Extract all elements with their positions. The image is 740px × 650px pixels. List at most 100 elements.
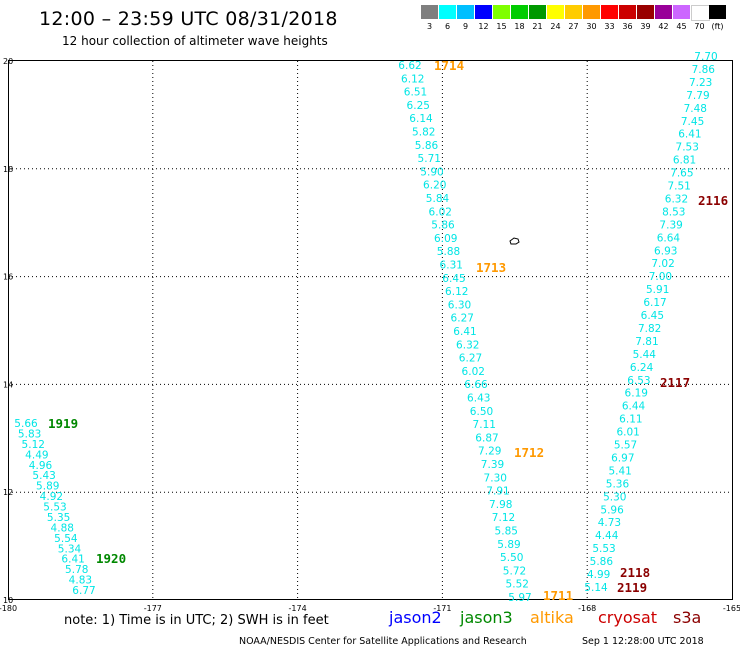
scale-swatch <box>475 5 492 19</box>
pass-time-label: 1920 <box>96 551 126 566</box>
scale-swatch <box>709 5 726 19</box>
pass-time-label: 1713 <box>476 260 506 275</box>
wave-height-value: 5.86 <box>590 556 614 568</box>
wave-height-value: 5.53 <box>43 502 66 514</box>
wave-height-value: 6.01 <box>616 427 639 439</box>
wave-height-value: 4.73 <box>598 517 621 529</box>
scale-label: 33 <box>604 22 615 31</box>
scale-label: (ft) <box>711 22 724 31</box>
wave-height-value: 7.70 <box>694 51 717 63</box>
footer-credit: NOAA/NESDIS Center for Satellite Applica… <box>239 636 527 647</box>
wave-height-value: 5.57 <box>614 440 637 452</box>
units-note: note: 1) Time is in UTC; 2) SWH is in fe… <box>64 613 329 628</box>
wave-height-value: 4.92 <box>40 491 63 503</box>
scale-swatch <box>673 5 690 19</box>
legend-altika: altika <box>530 608 574 627</box>
wave-height-value: 7.00 <box>649 271 672 283</box>
wave-height-value: 6.53 <box>627 375 650 387</box>
wave-height-value: 5.12 <box>22 439 45 451</box>
map-subtitle: 12 hour collection of altimeter wave hei… <box>62 34 328 48</box>
x-tick-label: -168 <box>578 604 596 613</box>
wave-height-value: 6.66 <box>464 379 488 391</box>
wave-height-value: 6.02 <box>429 206 452 218</box>
wave-height-value: 5.89 <box>36 481 59 493</box>
wave-height-value: 5.36 <box>606 478 630 490</box>
wave-height-value: 5.14 <box>584 582 608 594</box>
scale-label: 70 <box>694 22 705 31</box>
island-outline-icon <box>509 237 520 245</box>
wave-height-value: 5.88 <box>437 246 460 258</box>
wave-height-value: 6.24 <box>630 362 654 374</box>
scale-swatch <box>601 5 618 19</box>
scale-label: 36 <box>622 22 633 31</box>
wave-height-value: 7.02 <box>651 258 674 270</box>
wave-height-value: 5.91 <box>646 284 669 296</box>
y-tick-label: 18 <box>3 165 13 174</box>
wave-height-value: 6.41 <box>453 326 476 338</box>
wave-height-value: 4.49 <box>25 449 48 461</box>
wave-height-value: 6.50 <box>470 406 493 418</box>
wave-height-value: 5.41 <box>608 465 631 477</box>
scale-swatch <box>655 5 672 19</box>
wave-height-value: 6.81 <box>673 155 696 167</box>
wave-height-value: 6.17 <box>643 297 666 309</box>
wave-height-value: 4.96 <box>29 460 53 472</box>
wave-height-value: 7.23 <box>689 77 712 89</box>
wave-height-value: 6.02 <box>462 366 485 378</box>
wave-height-value: 5.89 <box>497 539 520 551</box>
wave-height-value: 7.98 <box>489 499 512 511</box>
wave-height-value: 5.96 <box>600 504 624 516</box>
scale-swatch <box>529 5 546 19</box>
pass-time-label: 1919 <box>48 416 78 431</box>
scale-label: 3 <box>426 22 433 31</box>
wave-height-value: 6.12 <box>445 286 468 298</box>
wave-height-value: 6.45 <box>442 273 465 285</box>
wave-height-value: 6.14 <box>409 113 433 125</box>
wave-height-value: 6.19 <box>625 388 648 400</box>
scale-label: 30 <box>586 22 597 31</box>
x-tick-label: -171 <box>433 604 451 613</box>
legend-jason2: jason2 <box>389 608 442 627</box>
wave-height-value: 5.97 <box>508 592 531 604</box>
wave-height-value: 5.50 <box>500 552 523 564</box>
scale-label: 15 <box>496 22 507 31</box>
wave-height-value: 7.11 <box>473 419 496 431</box>
wave-height-value: 6.30 <box>448 299 471 311</box>
wave-height-value: 6.64 <box>657 232 681 244</box>
wave-height-value: 7.51 <box>667 181 690 193</box>
wave-height-value: 6.25 <box>407 100 430 112</box>
wave-height-value: 6.27 <box>451 313 474 325</box>
x-tick-label: -165 <box>723 604 740 613</box>
wave-height-value: 7.29 <box>478 446 501 458</box>
y-tick-label: 16 <box>3 273 13 282</box>
wave-height-value: 5.83 <box>18 428 41 440</box>
wave-height-value: 6.97 <box>611 452 634 464</box>
scale-label: 21 <box>532 22 543 31</box>
x-tick-label: -177 <box>144 604 162 613</box>
scale-label: 12 <box>478 22 489 31</box>
wave-height-value: 5.84 <box>426 193 450 205</box>
wave-height-value: 7.82 <box>638 323 661 335</box>
pass-time-label: 2117 <box>660 375 690 390</box>
wave-height-value: 5.78 <box>65 564 88 576</box>
wave-height-value: 7.30 <box>484 472 507 484</box>
pass-time-label: 2116 <box>698 193 728 208</box>
map-title: 12:00 – 23:59 UTC 08/31/2018 <box>39 8 338 30</box>
wave-height-value: 5.34 <box>58 543 82 555</box>
pass-time-label: 2119 <box>617 580 647 595</box>
scale-swatch <box>547 5 564 19</box>
pass-time-label: 1714 <box>434 58 464 73</box>
wave-height-value: 6.87 <box>475 432 498 444</box>
wave-height-value: 7.86 <box>692 64 716 76</box>
wave-height-value: 7.81 <box>635 336 658 348</box>
wave-height-value: 5.82 <box>412 127 435 139</box>
wave-height-value: 7.48 <box>684 103 707 115</box>
scale-label: 6 <box>444 22 451 31</box>
scale-swatch <box>511 5 528 19</box>
scale-swatch <box>637 5 654 19</box>
scale-label: 18 <box>514 22 525 31</box>
scale-swatch <box>583 5 600 19</box>
wave-height-value: 4.88 <box>51 522 74 534</box>
scale-swatch <box>439 5 456 19</box>
